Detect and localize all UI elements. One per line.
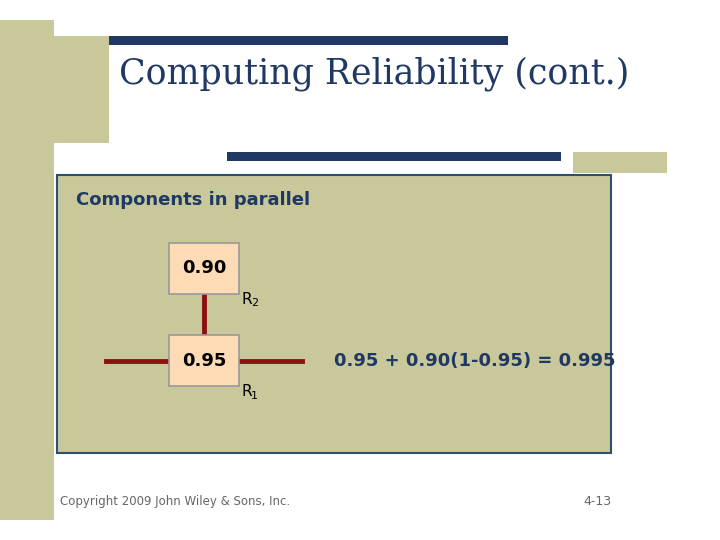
Text: 0.95 + 0.90(1-0.95) = 0.995: 0.95 + 0.90(1-0.95) = 0.995	[333, 352, 615, 370]
Text: Copyright 2009 John Wiley & Sons, Inc.: Copyright 2009 John Wiley & Sons, Inc.	[60, 495, 290, 508]
Text: R: R	[241, 384, 252, 400]
Text: 2: 2	[251, 298, 258, 308]
Text: 1: 1	[251, 391, 258, 401]
FancyBboxPatch shape	[169, 242, 238, 294]
Bar	[54, 37, 109, 143]
Text: 4-13: 4-13	[583, 495, 612, 508]
Bar	[0, 20, 54, 520]
Text: Computing Reliability (cont.): Computing Reliability (cont.)	[119, 57, 629, 91]
FancyBboxPatch shape	[58, 176, 611, 454]
Text: 0.90: 0.90	[181, 259, 226, 277]
FancyBboxPatch shape	[169, 335, 238, 386]
Bar	[572, 152, 667, 173]
Bar	[54, 37, 508, 45]
Text: 0.95: 0.95	[181, 352, 226, 370]
Bar	[227, 152, 561, 160]
Text: R: R	[241, 292, 252, 307]
Text: Components in parallel: Components in parallel	[76, 191, 310, 209]
